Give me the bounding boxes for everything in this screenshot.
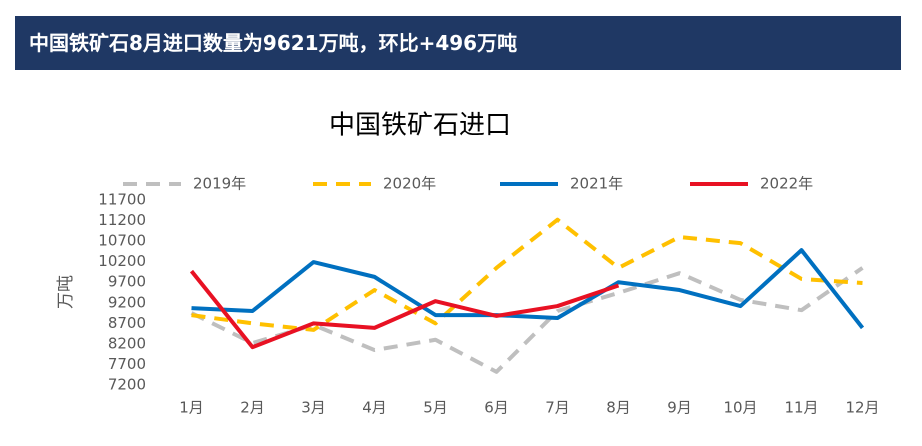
- x-tick-label: 12月: [845, 399, 879, 417]
- y-axis-label: 万吨: [56, 275, 76, 309]
- x-tick-label: 1月: [179, 399, 204, 417]
- legend-label: 2020年: [383, 175, 436, 193]
- x-tick-label: 11月: [784, 399, 818, 417]
- y-tick-label: 10700: [98, 232, 146, 250]
- y-tick-label: 10200: [98, 252, 146, 270]
- x-tick-label: 2月: [240, 399, 265, 417]
- series-line: [190, 266, 864, 374]
- legend-label: 2021年: [570, 175, 623, 193]
- legend-label: 2022年: [760, 175, 813, 193]
- x-tick-label: 5月: [423, 399, 448, 417]
- x-tick-label: 4月: [362, 399, 387, 417]
- chart-title: 中国铁矿石进口: [329, 111, 511, 141]
- header-title: 中国铁矿石8月进口数量为9621万吨，环比+496万吨: [15, 16, 901, 70]
- x-tick-label: 10月: [723, 399, 757, 417]
- y-tick-label: 11200: [98, 211, 146, 229]
- x-tick-label: 6月: [484, 399, 509, 417]
- series-line: [189, 269, 620, 350]
- series-line: [191, 217, 863, 332]
- x-tick-label: 3月: [301, 399, 326, 417]
- y-tick-label: 7700: [108, 355, 146, 373]
- y-tick-label: 8200: [108, 334, 146, 352]
- y-tick-label: 11700: [98, 191, 146, 209]
- y-tick-label: 9700: [108, 273, 146, 291]
- x-tick-label: 9月: [667, 399, 692, 417]
- legend-label: 2019年: [193, 175, 246, 193]
- series-line: [191, 248, 865, 330]
- y-tick-label: 9200: [108, 293, 146, 311]
- y-tick-label: 8700: [108, 314, 146, 332]
- x-tick-label: 8月: [606, 399, 631, 417]
- x-tick-label: 7月: [545, 399, 570, 417]
- y-tick-label: 7200: [108, 376, 146, 394]
